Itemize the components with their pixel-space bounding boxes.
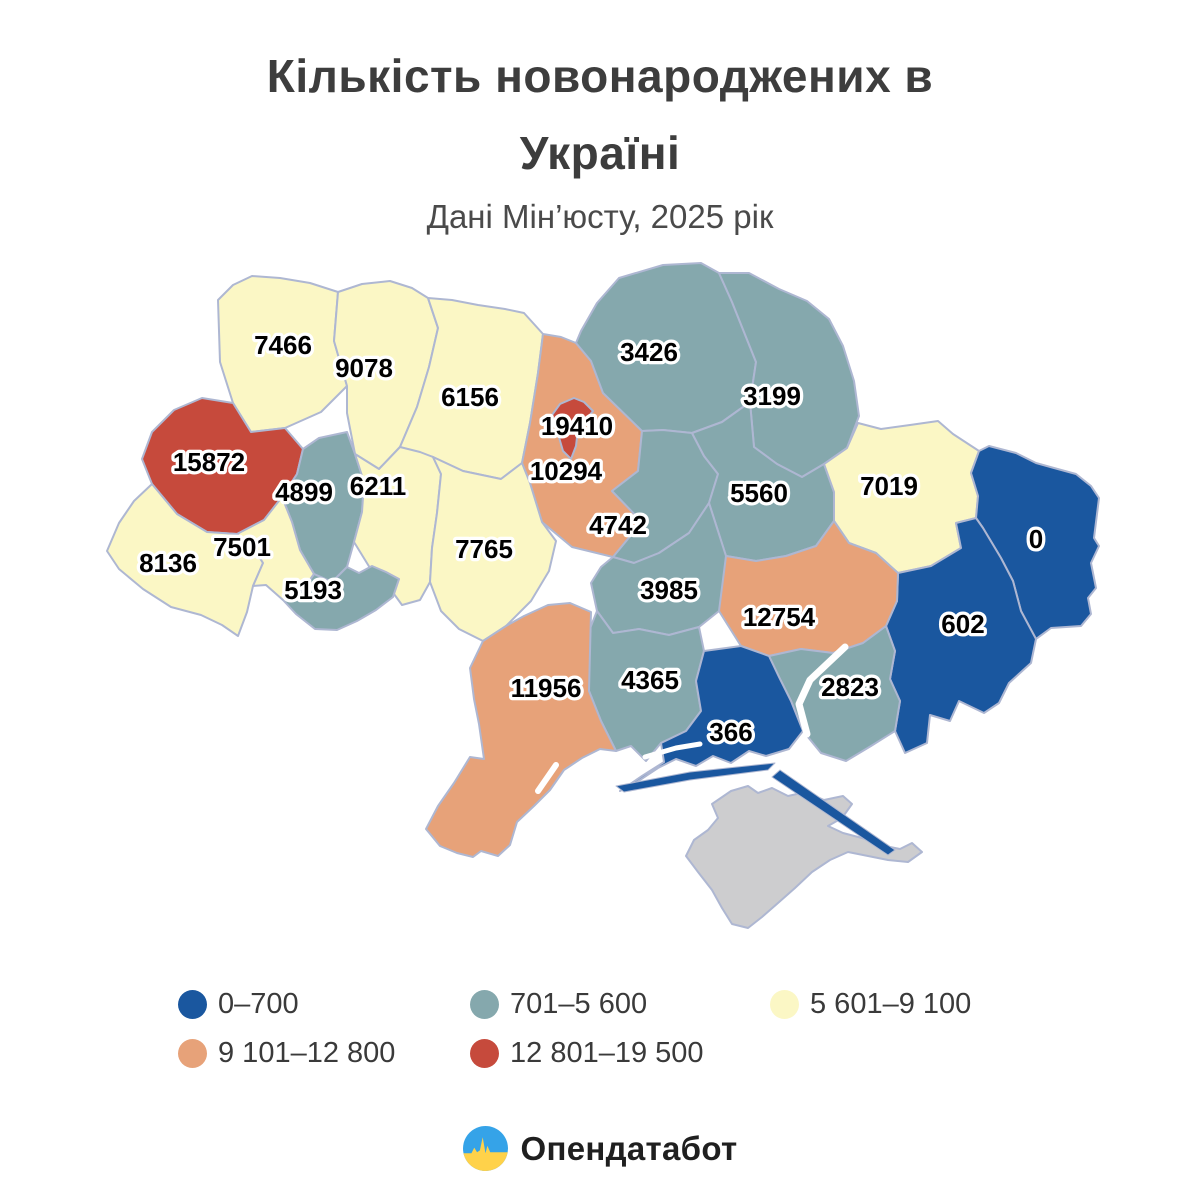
label-zakarpattia: 8136 xyxy=(139,548,197,578)
page-title-line-1: Кількість новонароджених в xyxy=(266,50,934,102)
region-odesa xyxy=(425,602,617,858)
label-kyiv-oblast: 10294 xyxy=(530,456,603,486)
label-volyn: 7466 xyxy=(254,330,312,360)
kakhovka-reservoir xyxy=(795,643,849,738)
label-rivne: 9078 xyxy=(335,353,393,383)
dniester-estuary xyxy=(535,762,559,794)
region-kherson xyxy=(619,645,804,792)
region-chernivtsi xyxy=(282,565,400,631)
page-subtitle: Дані Мін’юсту, 2025 рік xyxy=(426,198,774,235)
label-lviv: 15872 xyxy=(173,447,245,477)
logo-pulse xyxy=(462,1137,508,1171)
arabat-spit xyxy=(771,769,896,856)
label-donetsk: 602 xyxy=(941,609,984,639)
region-vinnytsia xyxy=(429,456,557,642)
label-luhansk: 0 xyxy=(1029,524,1043,554)
dnieper-bug-estuary xyxy=(642,741,703,760)
label-odesa: 11956 xyxy=(511,673,582,703)
header: Кількість новонароджених в Україні Дані … xyxy=(0,38,1200,238)
label-kirovohrad: 3985 xyxy=(640,575,698,605)
label-dnipropetrovsk: 12754 xyxy=(743,602,816,632)
label-vinnytsia: 7765 xyxy=(455,534,513,564)
opendatabot-logo-icon xyxy=(462,1126,508,1171)
label-sumy: 3199 xyxy=(743,381,801,411)
label-kherson: 366 xyxy=(709,717,752,747)
page-title-line-2: Україні xyxy=(519,127,681,179)
label-khmelnytskyi: 6211 xyxy=(350,471,406,501)
label-ivano-frankivsk: 7501 xyxy=(213,532,271,562)
label-chernihiv: 3426 xyxy=(620,337,678,367)
label-poltava: 5560 xyxy=(730,478,788,508)
kinburn-spit xyxy=(615,762,776,793)
label-kyiv-city: 19410 xyxy=(541,411,613,441)
label-chernivtsi: 5193 xyxy=(284,575,342,605)
region-kyiv-city xyxy=(551,397,594,460)
footer-branding: Опендатабот xyxy=(0,1126,1200,1171)
label-zhytomyr: 6156 xyxy=(441,382,499,412)
label-ternopil: 4899 xyxy=(275,477,333,507)
region-crimea xyxy=(685,785,923,929)
label-cherkasy: 4742 xyxy=(589,510,647,540)
label-mykolaiv: 4365 xyxy=(621,665,679,695)
opendatabot-logo-text: Опендатабот xyxy=(520,1129,738,1167)
region-zakarpattia xyxy=(106,483,264,637)
label-zaporizhzhia: 2823 xyxy=(821,672,879,702)
label-kharkiv: 7019 xyxy=(860,471,918,501)
